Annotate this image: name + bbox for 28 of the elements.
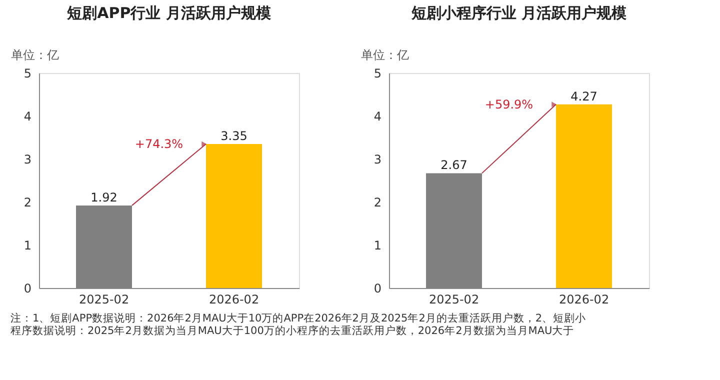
y-tick-label: 5 <box>374 66 382 80</box>
x-tick-label: 2026-02 <box>558 292 610 306</box>
y-tick-label: 2 <box>24 196 32 210</box>
x-tick-label: 2026-02 <box>208 292 260 306</box>
x-tick-label: 2025-02 <box>428 292 480 306</box>
y-axis-title: 单位：亿 <box>11 48 59 62</box>
data-label: 1.92 <box>90 190 118 204</box>
data-label: 4.27 <box>570 89 598 104</box>
annotation: +59.9% <box>484 97 534 112</box>
y-tick-label: 0 <box>24 282 32 296</box>
x-tick-label: 2025-02 <box>78 292 130 306</box>
chart-title: 短剧小程序行业 月活跃用户规模 <box>410 4 628 22</box>
annotation: +74.3% <box>134 136 184 151</box>
data-label: 3.35 <box>220 128 248 143</box>
text: 注：1、短剧APP数据说明：2026年2月MAU大于10万的APP在2026年2月及2025年2月的去重活跃用户数，2、短剧小 <box>10 312 586 324</box>
text: 程序数据说明：2025年2月数据为当月MAU大于100万的小程序的去重活跃用户数，2026年2月数据为当月MAU大于 <box>10 324 574 337</box>
y-tick-label: 1 <box>374 238 382 252</box>
y-tick-label: 3 <box>24 152 32 166</box>
y-axis-title: 单位：亿 <box>361 48 409 62</box>
data-label: 2.67 <box>440 158 468 172</box>
chart-title: 短剧APP行业 月活跃用户规模 <box>66 4 272 22</box>
y-tick-label: 3 <box>374 152 382 166</box>
y-tick-label: 2 <box>374 196 382 210</box>
y-tick-label: 1 <box>24 238 32 252</box>
y-tick-label: 5 <box>24 66 32 80</box>
y-tick-label: 4 <box>374 110 382 124</box>
y-tick-label: 4 <box>24 110 32 124</box>
y-tick-label: 0 <box>374 282 382 296</box>
